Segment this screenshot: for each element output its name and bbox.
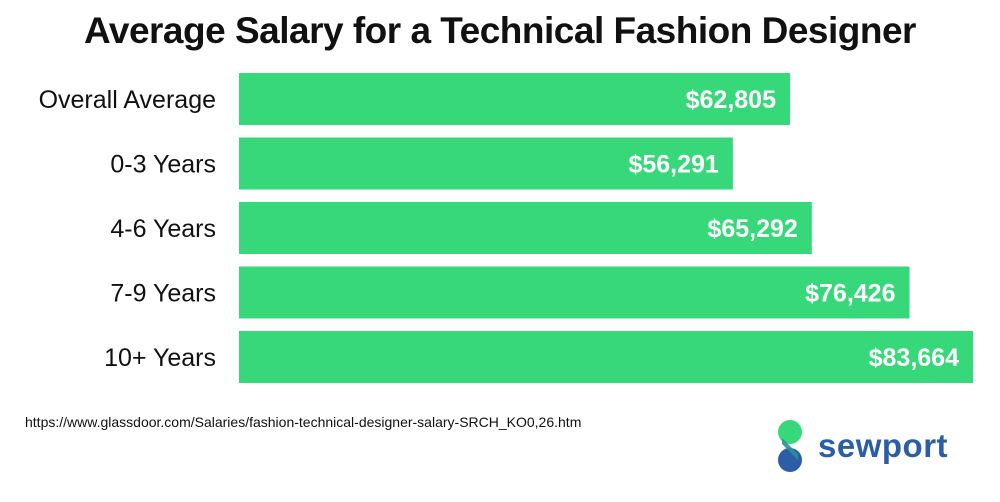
bar-chart: Overall Average $62,805 0-3 Years $56,291 4-… bbox=[39, 73, 973, 383]
source-url: https://www.glassdoor.com/Salaries/fashi… bbox=[25, 414, 582, 430]
category-label-2: 4-6 Years bbox=[110, 215, 216, 243]
bar-3 bbox=[239, 266, 910, 319]
sewport-logo-icon bbox=[778, 420, 802, 472]
bar-1 bbox=[239, 137, 733, 190]
category-label-4: 10+ Years bbox=[104, 344, 216, 372]
brand-name: sewport bbox=[818, 427, 949, 464]
bar-2 bbox=[239, 202, 812, 254]
category-label-3: 7-9 Years bbox=[110, 280, 216, 308]
value-label-0: $62,805 bbox=[686, 86, 776, 114]
value-label-1: $56,291 bbox=[628, 151, 718, 179]
value-label-4: $83,664 bbox=[869, 344, 959, 372]
bar-4 bbox=[239, 331, 973, 383]
value-label-3: $76,426 bbox=[805, 280, 895, 308]
value-label-2: $65,292 bbox=[707, 215, 797, 243]
category-label-1: 0-3 Years bbox=[110, 151, 216, 179]
bar-0 bbox=[239, 73, 791, 125]
category-label-0: Overall Average bbox=[39, 86, 216, 114]
brand-logo: sewport bbox=[772, 416, 948, 476]
chart-title: Average Salary for a Technical Fashion D… bbox=[84, 10, 916, 51]
